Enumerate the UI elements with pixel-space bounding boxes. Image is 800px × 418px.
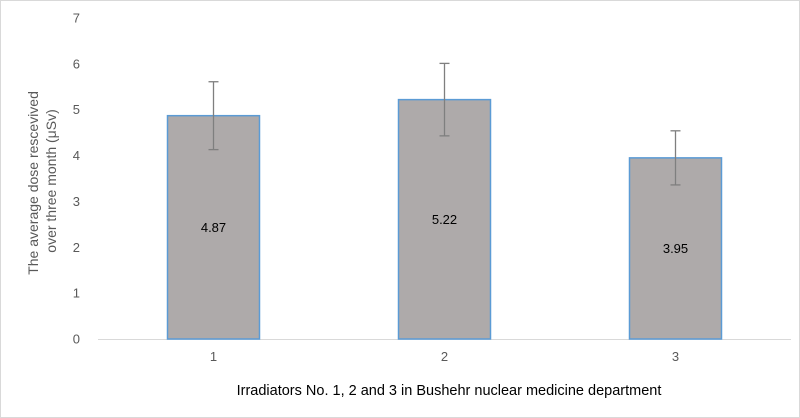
y-axis-title-line-1: The average dose rescevived [25, 91, 41, 275]
x-tick-label-3: 3 [672, 349, 679, 364]
y-axis-title: The average dose rescevived over three m… [25, 87, 59, 275]
data-label-2: 5.22 [432, 212, 457, 227]
y-tick-label: 1 [73, 286, 80, 301]
bar-2 [397, 98, 492, 340]
x-axis-title: Irradiators No. 1, 2 and 3 in Bushehr nu… [237, 383, 662, 399]
y-tick-label: 7 [73, 11, 80, 26]
y-tick-label: 4 [73, 148, 80, 163]
data-label-3: 3.95 [663, 241, 688, 256]
data-labels: 4.87 5.22 3.95 [201, 212, 688, 256]
x-tick-label-2: 2 [441, 349, 448, 364]
bar-1 [166, 114, 261, 340]
y-axis-ticks: 0 1 2 3 4 5 6 7 [73, 11, 80, 347]
error-bar-1 [208, 81, 219, 151]
x-axis-ticks: 1 2 3 [210, 349, 679, 364]
data-label-1: 4.87 [201, 220, 226, 235]
error-bar-2 [439, 62, 450, 137]
error-bar-3 [670, 130, 681, 186]
y-tick-label: 2 [73, 240, 80, 255]
y-tick-label: 5 [73, 102, 80, 117]
y-axis-title-line-2: over three month (μSv) [43, 109, 59, 252]
y-tick-label: 3 [73, 194, 80, 209]
bars [166, 98, 723, 340]
y-tick-label: 6 [73, 56, 80, 71]
x-tick-label-1: 1 [210, 349, 217, 364]
y-tick-label: 0 [73, 332, 80, 347]
error-bars [208, 62, 681, 186]
